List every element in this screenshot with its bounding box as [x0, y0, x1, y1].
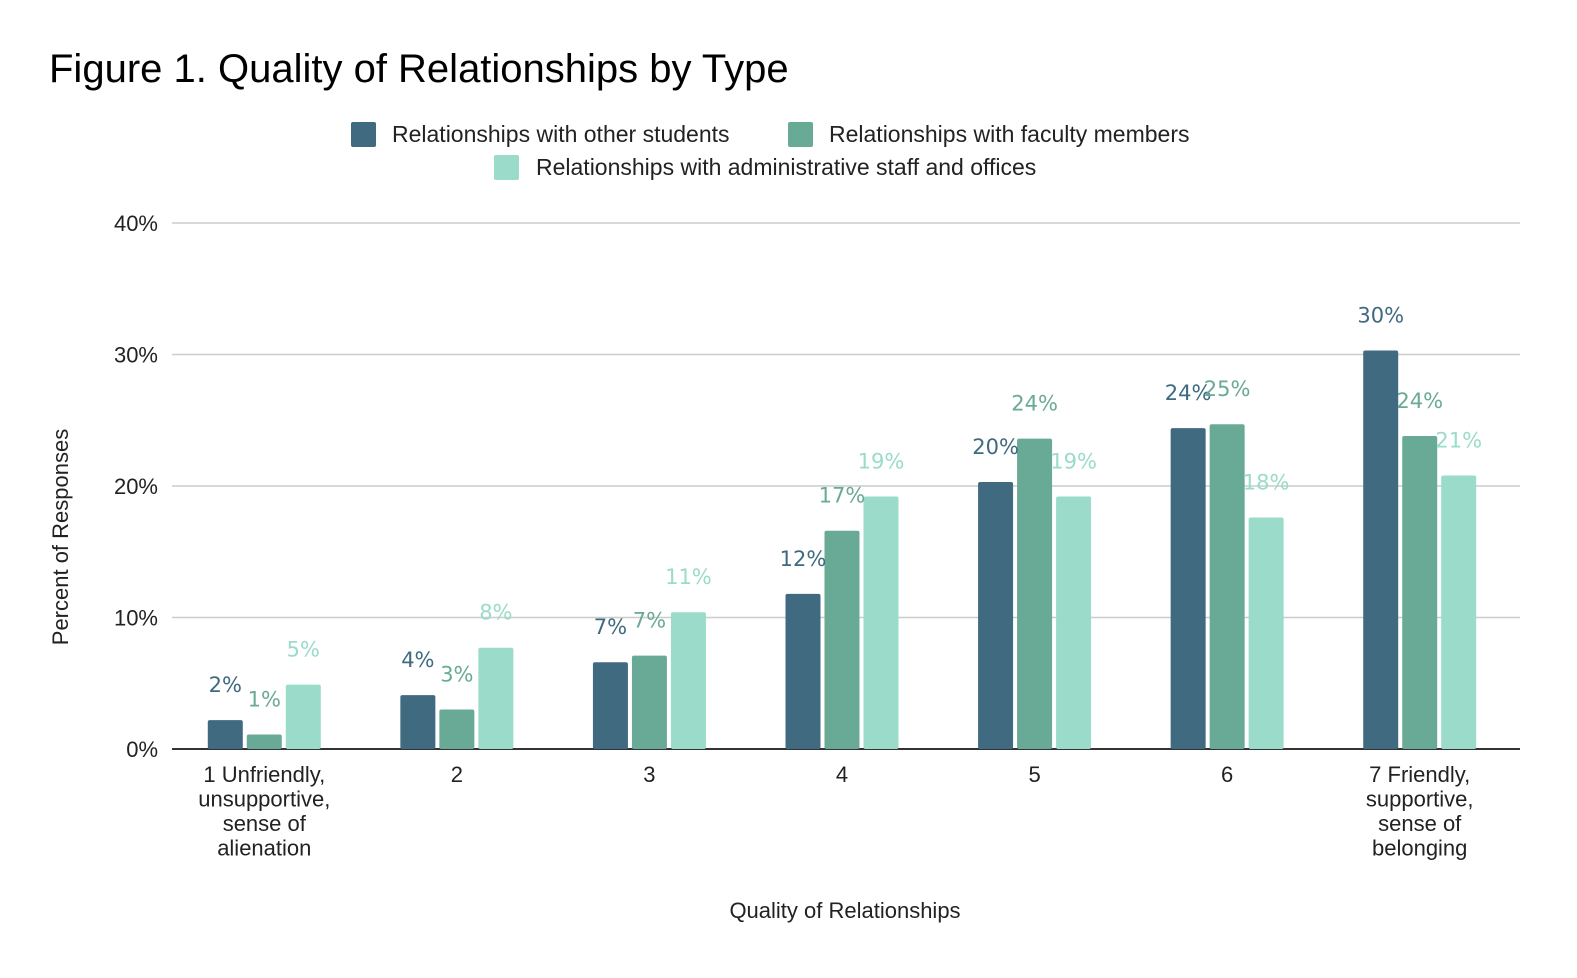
data-label: 8% [479, 601, 512, 625]
legend-label-faculty: Relationships with faculty members [829, 121, 1189, 147]
data-label: 2% [209, 673, 242, 697]
bar [978, 482, 1014, 749]
data-label: 21% [1435, 428, 1482, 452]
bar [670, 612, 706, 749]
y-tick-label: 40% [114, 211, 158, 236]
data-label: 20% [972, 435, 1019, 459]
bars [207, 350, 1477, 749]
data-label: 17% [819, 484, 866, 508]
data-label: 5% [287, 638, 320, 662]
data-label: 19% [1050, 450, 1097, 474]
x-axis-title: Quality of Relationships [729, 898, 960, 923]
data-label: 11% [665, 565, 712, 589]
bar [592, 662, 628, 749]
bar [1209, 424, 1245, 749]
x-tick-label: 5 [1028, 762, 1040, 787]
legend-swatch-admin [494, 155, 519, 180]
data-label: 3% [440, 663, 473, 687]
data-label: 19% [858, 450, 905, 474]
y-tick-label: 30% [114, 343, 158, 368]
bar [1170, 428, 1206, 749]
data-label: 24% [1396, 389, 1443, 413]
bar [863, 496, 899, 749]
y-axis-title: Percent of Responses [48, 429, 73, 645]
data-label: 12% [780, 547, 827, 571]
bar [207, 720, 243, 749]
x-tick-label: 1 Unfriendly, unsupportive, sense of aliena… [198, 762, 330, 861]
bar [1402, 436, 1438, 749]
x-tick-label: 7 Friendly, supportive, sense of belonging [1366, 762, 1474, 861]
data-label: 1% [248, 688, 281, 712]
legend-label-admin: Relationships with administrative staff … [536, 154, 1036, 180]
x-tick-label: 2 [451, 762, 463, 787]
x-axis-ticks: 1 Unfriendly, unsupportive, sense of aliena… [198, 762, 1473, 861]
bar [400, 695, 436, 749]
legend: Relationships with other students Relati… [351, 121, 1189, 180]
data-label: 7% [633, 609, 666, 633]
y-tick-label: 10% [114, 606, 158, 631]
data-label: 4% [401, 648, 434, 672]
data-label: 25% [1204, 377, 1251, 401]
bar [1248, 517, 1284, 749]
y-axis-ticks: 0% 10% 20% 30% 40% [114, 211, 158, 762]
chart-title: Figure 1. Quality of Relationships by Ty… [49, 47, 789, 91]
x-tick-label: 3 [643, 762, 655, 787]
y-tick-label: 20% [114, 474, 158, 499]
data-label: 24% [1011, 392, 1058, 416]
bar [439, 709, 475, 749]
data-label: 7% [594, 615, 627, 639]
bar [1441, 475, 1477, 749]
bar [1363, 350, 1399, 749]
bar [478, 647, 514, 749]
data-labels: 2%1% 5% 4%3% 8% 7% 7% 11% 12% 17% 19% 20% 24% 19% 24%… [209, 304, 1482, 712]
y-tick-label: 0% [126, 737, 158, 762]
bar [785, 593, 821, 749]
legend-swatch-students [351, 122, 376, 147]
bar [1017, 438, 1053, 749]
bar [631, 655, 667, 749]
bar [1056, 496, 1092, 749]
data-label: 18% [1243, 471, 1290, 495]
x-tick-label: 4 [836, 762, 848, 787]
bar [285, 684, 321, 749]
data-label: 30% [1357, 304, 1404, 328]
bar [824, 530, 860, 749]
bar [246, 734, 282, 749]
legend-label-students: Relationships with other students [392, 121, 730, 147]
x-tick-label: 6 [1221, 762, 1233, 787]
data-label: 24% [1165, 381, 1212, 405]
legend-swatch-faculty [788, 122, 813, 147]
